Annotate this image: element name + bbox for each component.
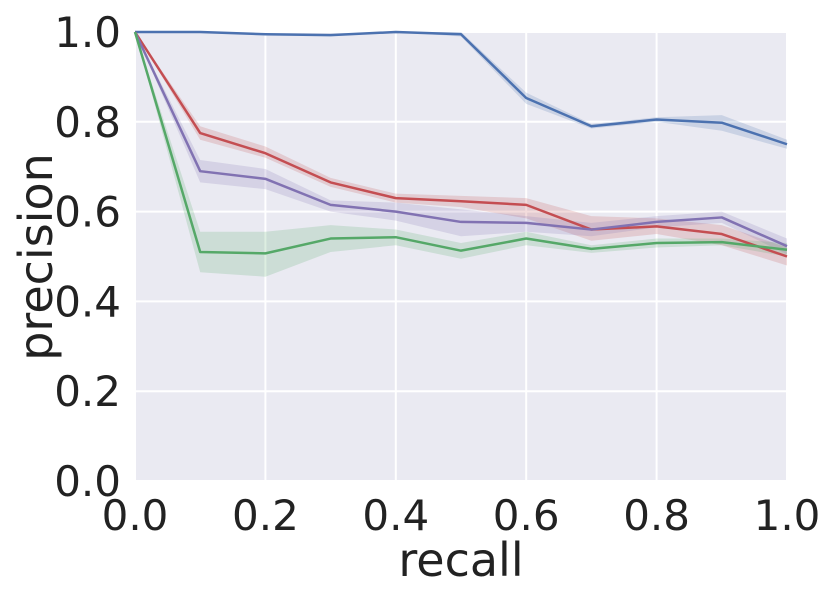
- y-axis-title: precision: [9, 153, 63, 361]
- x-tick-label: 0.6: [493, 491, 560, 540]
- x-tick-label: 0.8: [623, 491, 690, 540]
- x-axis-title: recall: [398, 533, 523, 587]
- series-lines: [133, 30, 788, 258]
- y-tick-label: 1.0: [54, 8, 121, 57]
- plot-background: [135, 32, 787, 481]
- series-3-band: [135, 32, 787, 255]
- series-2-line: [133, 31, 788, 258]
- y-tick-label: 0.8: [54, 98, 121, 147]
- y-tick-label: 0.4: [54, 277, 121, 326]
- series-4-line: [133, 31, 788, 255]
- x-tick-labels: 0.0 0.2 0.4 0.6 0.8 1.0: [102, 491, 821, 540]
- x-tick-label: 0.4: [362, 491, 429, 540]
- series-1-line: [135, 30, 788, 146]
- x-tick-label: 0.2: [232, 491, 299, 540]
- series-3-line: [133, 31, 788, 248]
- y-tick-label: 0.0: [54, 457, 121, 506]
- y-tick-label: 0.6: [54, 188, 121, 237]
- x-tick-label: 0.0: [102, 491, 169, 540]
- x-tick-label: 1.0: [754, 491, 821, 540]
- y-tick-label: 0.2: [54, 367, 121, 416]
- y-tick-labels: 0.0 0.2 0.4 0.6 0.8 1.0: [54, 8, 121, 506]
